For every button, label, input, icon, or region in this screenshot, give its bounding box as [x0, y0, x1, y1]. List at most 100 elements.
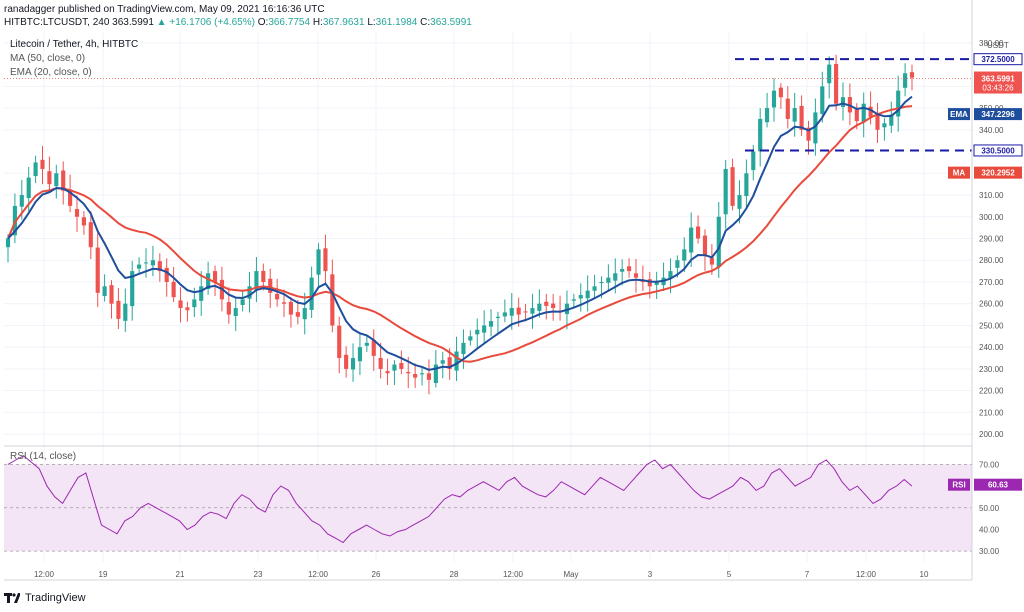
candle	[840, 82, 846, 121]
candle	[295, 300, 300, 325]
candle	[392, 360, 397, 385]
legend-rsi[interactable]: RSI (14, close)	[10, 451, 76, 462]
candle-body	[785, 98, 790, 119]
low-value: 361.1984	[375, 17, 418, 28]
candle-body	[585, 290, 590, 299]
price-tick-label: 220.00	[979, 387, 1004, 396]
candle	[765, 92, 770, 128]
legend-ema[interactable]: EMA (20, close, 0)	[10, 67, 92, 78]
indicator-value: 347.2296	[981, 110, 1015, 119]
candle	[47, 156, 52, 193]
ohlc-line: HITBTC:LTCUSDT, 240 363.5991 ▲ +16.1706 …	[4, 17, 472, 28]
candles	[5, 54, 915, 395]
candle	[5, 234, 11, 263]
candle-body	[61, 170, 66, 191]
chart-legend: Litecoin / Tether, 4h, HITBTC MA (50, cl…	[10, 39, 138, 462]
candle	[530, 293, 535, 329]
candle	[123, 288, 128, 333]
candle	[475, 318, 480, 349]
symbol-line: HITBTC:LTCUSDT, 240	[4, 17, 110, 28]
candle-body	[454, 351, 459, 371]
candle-body	[350, 358, 356, 370]
ma-line	[7, 105, 913, 363]
candle	[171, 266, 176, 303]
candle-body	[19, 195, 24, 207]
publisher-name[interactable]: ranadagger	[4, 4, 56, 15]
candle-body	[620, 268, 625, 272]
candle-body	[247, 286, 252, 299]
candle	[834, 54, 839, 111]
candle	[61, 161, 66, 205]
candle-body	[523, 311, 528, 313]
candle-body	[495, 316, 501, 318]
candle	[689, 212, 694, 267]
candle	[344, 346, 349, 378]
candle	[606, 264, 611, 292]
candle	[143, 248, 149, 278]
countdown-text: 03:43:26	[982, 84, 1014, 93]
rsi-tick-label: 50.00	[979, 504, 1000, 513]
indicator-name-bg	[948, 108, 970, 121]
candle-body	[544, 301, 549, 306]
candle-body	[54, 173, 59, 187]
candle-body	[295, 312, 300, 317]
time-tick-label: 28	[450, 570, 459, 579]
candle-body	[626, 266, 632, 272]
candle	[316, 243, 321, 288]
legend-ma[interactable]: MA (50, close, 0)	[10, 53, 85, 64]
open-label: O:	[257, 17, 269, 28]
candle	[385, 358, 390, 385]
candle	[716, 202, 721, 278]
time-tick-label: 23	[254, 570, 263, 579]
candle	[696, 215, 701, 244]
rsi-name: RSI	[952, 481, 965, 490]
candle-body	[778, 87, 783, 98]
time-tick-label: 3	[648, 570, 653, 579]
candle-body	[516, 307, 521, 315]
candle-body	[758, 118, 763, 152]
candle	[633, 258, 639, 293]
candle-body	[254, 271, 259, 290]
candle	[102, 274, 107, 302]
candle	[399, 350, 404, 375]
candle	[461, 329, 466, 369]
candle	[778, 83, 783, 109]
legend-title: Litecoin / Tether, 4h, HITBTC	[10, 39, 138, 50]
candle	[164, 258, 169, 297]
candle-body	[344, 354, 349, 369]
candle	[537, 289, 542, 318]
candle-body	[599, 281, 604, 284]
candle	[454, 336, 459, 382]
candle-body	[482, 325, 487, 333]
candle-body	[157, 261, 162, 272]
open-value: 366.7754	[268, 17, 311, 28]
footer-brand[interactable]: TradingView	[4, 592, 86, 604]
candle	[247, 271, 252, 313]
candle	[275, 278, 280, 307]
rsi-tick-label: 40.00	[979, 525, 1000, 534]
candle-body	[371, 340, 376, 356]
candle-body	[675, 260, 680, 268]
candle-body	[323, 248, 328, 272]
candle	[226, 287, 231, 324]
candle-body	[47, 171, 52, 185]
candle-body	[551, 303, 556, 309]
candle-body	[654, 281, 659, 285]
indicator-value: 320.2952	[981, 169, 1015, 178]
price-unit-label: USDT	[987, 41, 1009, 50]
rsi-value: 60.63	[988, 481, 1009, 490]
candle-body	[578, 295, 583, 299]
rsi-name-bg	[948, 478, 970, 491]
candle	[233, 298, 238, 332]
candle	[806, 120, 811, 155]
candle-body	[192, 299, 197, 308]
candle	[88, 211, 93, 260]
candle-body	[702, 235, 708, 256]
candle	[799, 95, 804, 136]
candle-body	[337, 325, 342, 359]
indicator-name: EMA	[950, 110, 968, 119]
candle-body	[682, 249, 687, 261]
candle	[661, 262, 666, 291]
candle	[909, 64, 915, 91]
